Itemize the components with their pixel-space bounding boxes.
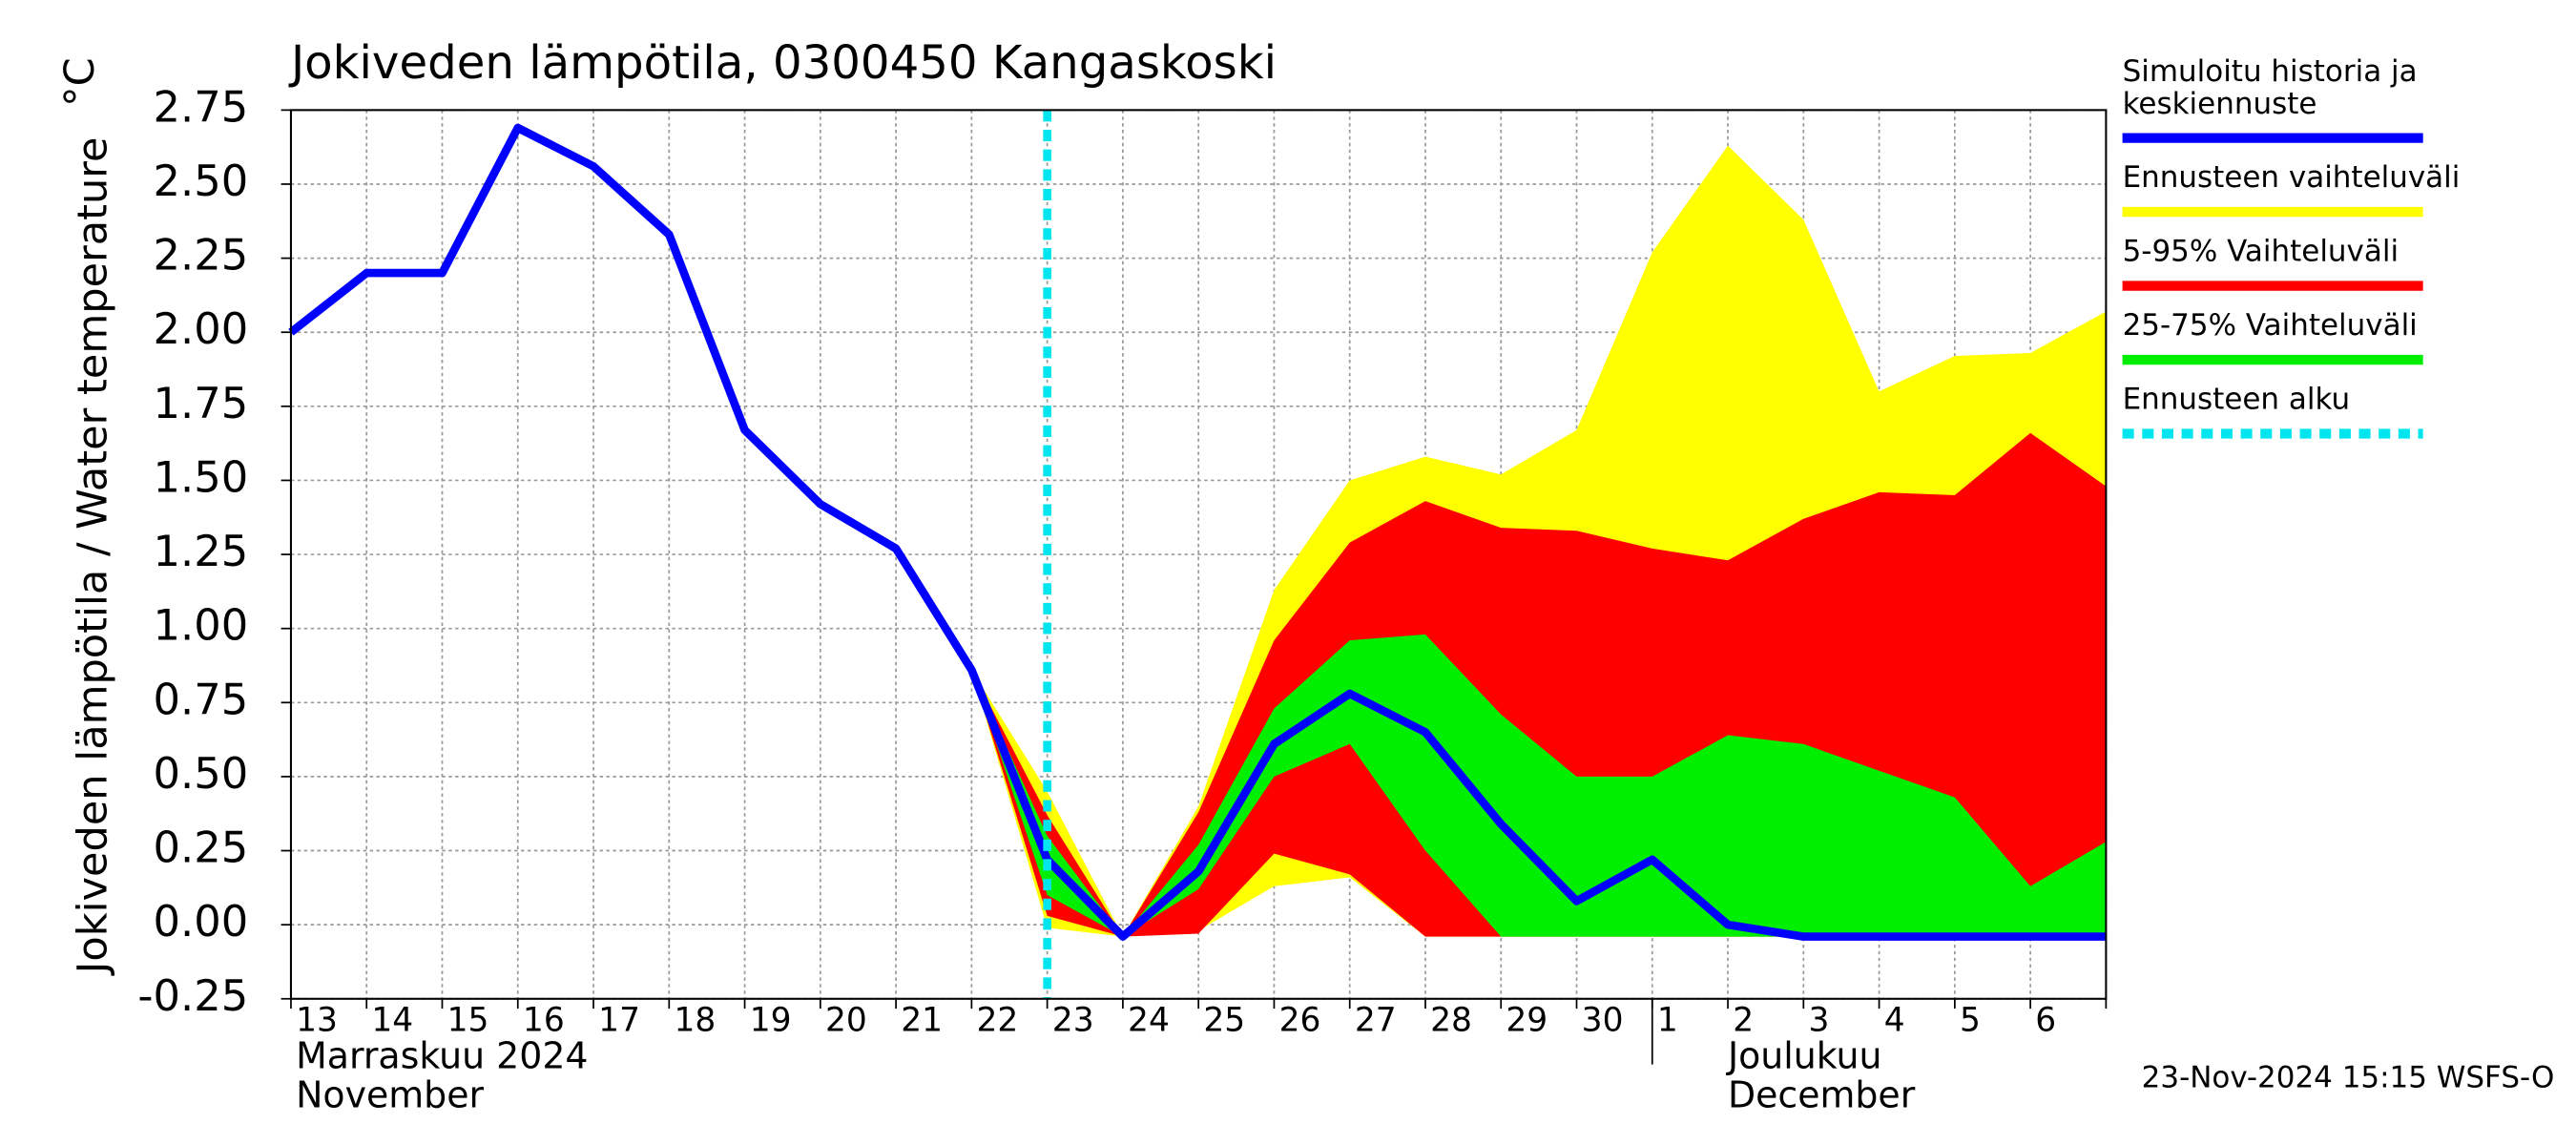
y-tick-label: 1.00 xyxy=(154,600,249,651)
x-tick-label: 13 xyxy=(296,1001,338,1039)
x-tick-label: 30 xyxy=(1582,1001,1624,1039)
y-tick-label: 0.50 xyxy=(154,748,249,799)
x-tick-label: 26 xyxy=(1279,1001,1321,1039)
month-label-en: November xyxy=(296,1074,484,1116)
x-tick-label: 27 xyxy=(1355,1001,1397,1039)
x-tick-label: 25 xyxy=(1203,1001,1245,1039)
x-tick-label: 23 xyxy=(1052,1001,1094,1039)
x-tick-label: 20 xyxy=(825,1001,867,1039)
y-axis-unit: °C xyxy=(56,57,104,107)
y-tick-label: 1.50 xyxy=(154,451,249,502)
x-tick-label: 17 xyxy=(598,1001,640,1039)
x-tick-label: 21 xyxy=(901,1001,943,1039)
x-tick-label: 3 xyxy=(1808,1001,1829,1039)
y-tick-label: 2.75 xyxy=(154,81,249,132)
y-tick-label: 0.75 xyxy=(154,674,249,724)
x-tick-label: 15 xyxy=(447,1001,489,1039)
y-axis-label: Jokiveden lämpötila / Water temperature xyxy=(70,137,117,977)
y-tick-label: -0.25 xyxy=(137,970,248,1021)
line xyxy=(288,123,2107,941)
x-tick-label: 24 xyxy=(1128,1001,1170,1039)
x-tick-label: 6 xyxy=(2035,1001,2056,1039)
legend-label: 25-75% Vaihteluväli xyxy=(2123,308,2418,343)
x-tick-label: 4 xyxy=(1884,1001,1905,1039)
y-tick-label: 2.50 xyxy=(154,156,249,206)
legend-label: 5-95% Vaihteluväli xyxy=(2123,235,2399,269)
legend-label-line: Simuloitu historia ja xyxy=(2123,53,2418,88)
x-tick-label: 28 xyxy=(1430,1001,1472,1039)
legend-label: Ennusteen alku xyxy=(2123,383,2351,417)
x-tick-label: 5 xyxy=(1960,1001,1981,1039)
x-tick-label: 2 xyxy=(1733,1001,1754,1039)
legend-label: Ennusteen vaihteluväli xyxy=(2123,160,2461,195)
x-tick-label: 14 xyxy=(371,1001,413,1039)
x-tick-label: 19 xyxy=(750,1001,792,1039)
y-tick-label: 0.00 xyxy=(154,896,249,947)
month-label: Joulukuu xyxy=(1726,1034,1882,1076)
band-area xyxy=(971,634,2107,937)
legend-label: Simuloitu historia ja keskiennuste xyxy=(2123,53,2418,120)
x-tick-label: 16 xyxy=(523,1001,565,1039)
y-tick-label: 0.25 xyxy=(154,822,249,873)
x-tick-label: 18 xyxy=(674,1001,716,1039)
timestamp: 23-Nov-2024 15:15 WSFS-O xyxy=(2142,1061,2555,1095)
month-label: Marraskuu 2024 xyxy=(296,1034,588,1076)
x-tick-label: 22 xyxy=(977,1001,1019,1039)
y-tick-label: 1.75 xyxy=(154,378,249,428)
month-label-en: December xyxy=(1728,1074,1916,1116)
y-tick-label: 2.00 xyxy=(154,303,249,354)
x-tick-label: 1 xyxy=(1657,1001,1678,1039)
legend-label-line: keskiennuste xyxy=(2123,87,2317,121)
chart-title: Jokiveden lämpötila, 0300450 Kangaskoski xyxy=(288,36,1277,90)
x-tick-label: 29 xyxy=(1506,1001,1548,1039)
y-tick-label: 1.25 xyxy=(154,526,249,576)
y-tick-label: 2.25 xyxy=(154,230,249,281)
